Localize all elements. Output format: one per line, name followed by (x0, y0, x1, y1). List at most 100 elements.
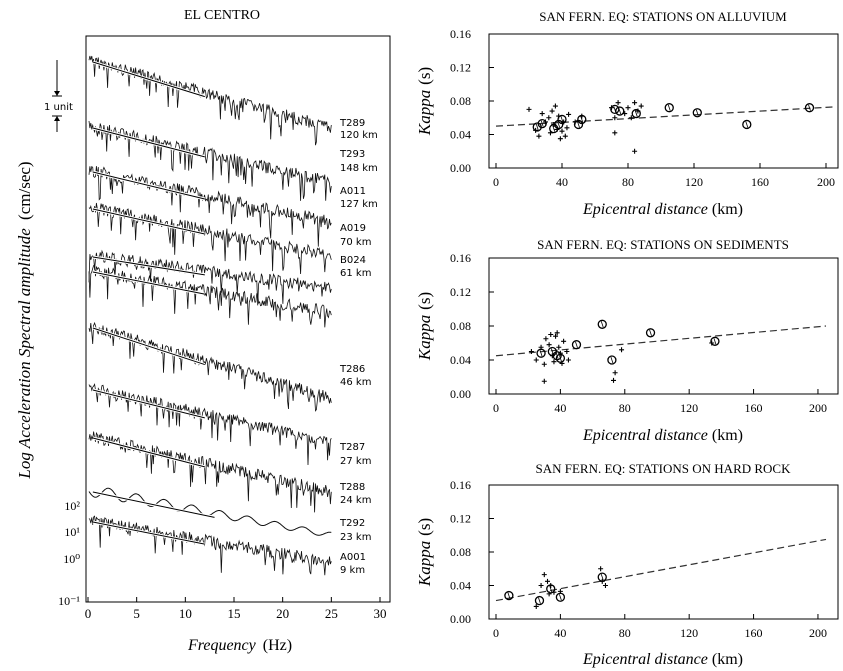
fit-line (92, 491, 215, 518)
kappa-circle-point (577, 114, 587, 125)
station-distance-label: 61 km (340, 268, 371, 279)
kappa-circle-point (615, 106, 625, 116)
kappa-ytick-label: 0.12 (450, 285, 471, 299)
station-label: T286 (339, 364, 365, 375)
station-label: A001 (340, 552, 366, 563)
kappa-cross-point (546, 342, 552, 348)
kappa-circle-mark (600, 321, 604, 328)
kappa-circle-point (571, 340, 582, 350)
kappa-xtick-label: 0 (493, 401, 499, 415)
kappa-cross-point (557, 136, 563, 142)
kappa-cross-point (543, 336, 549, 342)
kappa-circle-mark (575, 341, 578, 348)
station-distance-label: 120 km (340, 130, 378, 141)
kappa-ytick-label: 0.16 (450, 478, 471, 492)
kappa-circle-mark (550, 348, 554, 355)
kappa-circle-mark (580, 116, 584, 123)
fit-line (92, 271, 205, 295)
kappa-ytick-label: 0.08 (450, 94, 471, 108)
spectra-traces (88, 55, 332, 576)
kappa-cross-point (638, 103, 644, 109)
kappa-circle-point (555, 353, 566, 363)
station-distance-label: 9 km (340, 565, 365, 576)
kappa-cross-point (533, 357, 539, 363)
kappa-cross-point (528, 349, 534, 354)
kappa-circle-point (692, 108, 702, 118)
kappa-xtick-label: 200 (817, 175, 835, 189)
kappa-xtick-label: 80 (619, 626, 631, 640)
kappa-xtick-label: 160 (745, 626, 763, 640)
kappa-cross-point (566, 111, 572, 117)
left-ytick-1e-1: 10⁻¹ (58, 594, 80, 608)
kappa-xtick-label: 0 (493, 175, 499, 189)
kappa-circle-mark (695, 109, 699, 116)
kappa-x-axis-label: Epicentral distance (km) (582, 201, 743, 218)
kappa-cross-point (541, 572, 547, 578)
spectrum-trace (88, 383, 332, 466)
kappa-cross-point (552, 103, 558, 109)
kappa-trend-line (495, 325, 827, 357)
kappa-panel-title: SAN FERN. EQ: STATIONS ON HARD ROCK (535, 461, 791, 476)
kappa-cross-point (625, 105, 631, 111)
kappa-panel: SAN FERN. EQ: STATIONS ON HARD ROCK 0.00 0… (415, 461, 839, 668)
kappa-cross-point (632, 100, 638, 106)
left-xtick-label: 5 (133, 606, 140, 621)
kappa-circle-mark (745, 121, 749, 128)
station-distance-label: 24 km (340, 495, 371, 506)
kappa-cross-point (551, 359, 557, 365)
kappa-circle-mark (600, 573, 604, 581)
kappa-circle-mark (507, 592, 511, 599)
kappa-panel: SAN FERN. EQ: STATIONS ON SEDIMENTS 0.00 0… (415, 237, 839, 444)
station-label: B024 (340, 255, 366, 266)
kappa-ytick-label: 0.04 (450, 579, 471, 593)
kappa-xtick-label: 120 (680, 401, 698, 415)
kappa-xlabel-text: Epicentral distance (582, 427, 708, 444)
kappa-circle-mark (539, 350, 543, 357)
kappa-plot-frame (488, 33, 839, 169)
left-plot-frame (85, 35, 391, 603)
kappa-panel: SAN FERN. EQ: STATIONS ON ALLUVIUM 0.00 0.… (415, 9, 839, 218)
station-label: A019 (340, 223, 366, 234)
left-x-axis-label: Frequency (Hz) (187, 637, 292, 654)
kappa-circle-point (742, 119, 752, 130)
left-ytick-1e2: 10² (64, 499, 80, 513)
kappa-circle-point (631, 108, 641, 119)
unit-scale-bar: 1 unit (44, 60, 73, 132)
left-ylabel-text: Log Acceleration Spectral amplitude (15, 228, 34, 480)
kappa-plot-frame (488, 484, 839, 620)
kappa-circle-point (546, 584, 556, 594)
kappa-xtick-label: 40 (554, 626, 566, 640)
kappa-ytick-label: 0.00 (450, 612, 471, 626)
kappa-cross-point (559, 128, 565, 134)
kappa-cross-point (598, 566, 604, 572)
kappa-ylabel-text: Kappa (415, 90, 434, 136)
kappa-circle-mark (557, 121, 561, 128)
kappa-ylabel-text: Kappa (415, 541, 434, 587)
kappa-circle-mark (610, 356, 614, 364)
kappa-cross-point (628, 115, 634, 121)
kappa-ytick-label: 0.00 (450, 387, 471, 401)
kappa-xtick-label: 80 (619, 401, 631, 415)
kappa-x-axis-label: Epicentral distance (km) (582, 651, 743, 668)
kappa-xlabel-text: Epicentral distance (582, 201, 708, 218)
kappa-circle-point (645, 328, 656, 338)
kappa-cross-point (619, 347, 625, 353)
station-label: T287 (339, 442, 365, 453)
unit-scale-label: 1 unit (44, 102, 73, 113)
kappa-xlabel-unit: (km) (712, 427, 743, 444)
kappa-cross-point (533, 603, 539, 609)
kappa-x-axis-label: Epicentral distance (km) (582, 427, 743, 444)
fit-line (92, 61, 205, 98)
kappa-xtick-label: 160 (751, 175, 769, 189)
kappa-cross-point (541, 361, 547, 367)
fit-line (92, 437, 205, 468)
kappa-cross-point (561, 338, 567, 344)
left-ytick-1e0: 10⁰ (63, 552, 80, 566)
kappa-circle-point (597, 572, 607, 582)
kappa-panels: SAN FERN. EQ: STATIONS ON ALLUVIUM 0.00 0.… (415, 9, 839, 668)
fit-line (92, 327, 205, 366)
kappa-circle-point (710, 336, 720, 346)
